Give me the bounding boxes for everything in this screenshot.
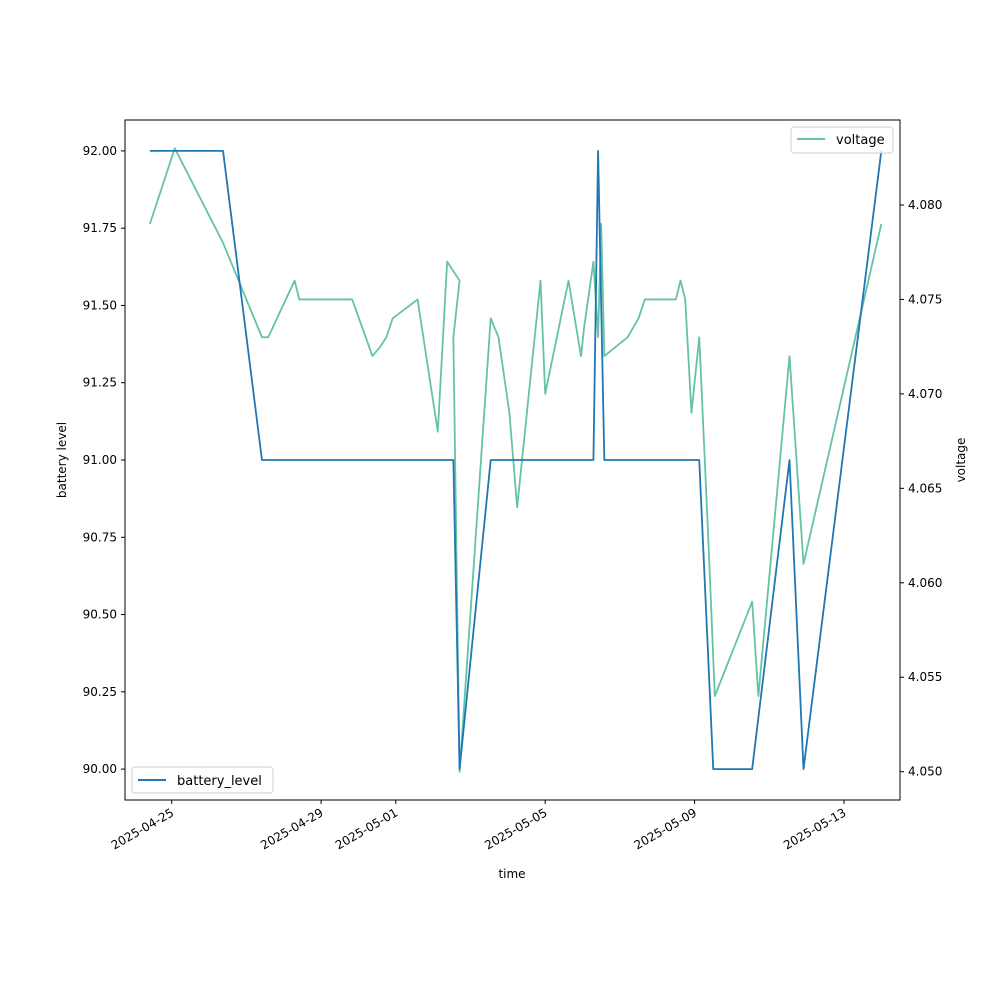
legend-battery-level-box bbox=[131, 766, 274, 794]
y-right-tick-label: 4.075 bbox=[908, 292, 942, 306]
y-right-tick-label: 4.065 bbox=[908, 481, 942, 495]
y-axis-right-label: voltage bbox=[954, 438, 968, 483]
y-right-tick-label: 4.080 bbox=[908, 198, 942, 212]
y-axis-right-ticks: 4.050 4.055 4.060 4.065 4.070 4.075 4.080 bbox=[900, 198, 942, 779]
plot-lines bbox=[149, 147, 883, 773]
legend-battery-level-text: battery_level bbox=[177, 774, 262, 789]
legend-voltage-box bbox=[790, 126, 894, 154]
legend-battery-level: battery_level bbox=[131, 766, 274, 794]
x-axis-label: time bbox=[498, 867, 525, 881]
y-axis-left-label: battery level bbox=[55, 422, 69, 498]
y-left-tick-label: 90.25 bbox=[83, 685, 117, 699]
y-left-tick-label: 92.00 bbox=[83, 144, 117, 158]
y-left-tick-label: 90.00 bbox=[83, 762, 117, 776]
y-left-tick-label: 91.00 bbox=[83, 453, 117, 467]
y-axis-left-ticks: 90.00 90.25 90.50 90.75 91.00 91.25 91.50 91.75… bbox=[83, 144, 125, 776]
y-left-tick-label: 91.50 bbox=[83, 298, 117, 312]
y-left-tick-label: 90.50 bbox=[83, 608, 117, 622]
legend-voltage: voltage bbox=[790, 126, 894, 154]
series-line-voltage bbox=[149, 147, 883, 773]
y-left-tick-label: 91.25 bbox=[83, 376, 117, 390]
legend-voltage-text: voltage bbox=[836, 133, 885, 148]
y-right-tick-label: 4.050 bbox=[908, 765, 942, 779]
y-right-tick-label: 4.060 bbox=[908, 576, 942, 590]
y-right-tick-label: 4.070 bbox=[908, 387, 942, 401]
y-left-tick-label: 91.75 bbox=[83, 221, 117, 235]
y-right-tick-label: 4.055 bbox=[908, 670, 942, 684]
series-line-battery-level bbox=[149, 150, 883, 770]
y-left-tick-label: 90.75 bbox=[83, 530, 117, 544]
